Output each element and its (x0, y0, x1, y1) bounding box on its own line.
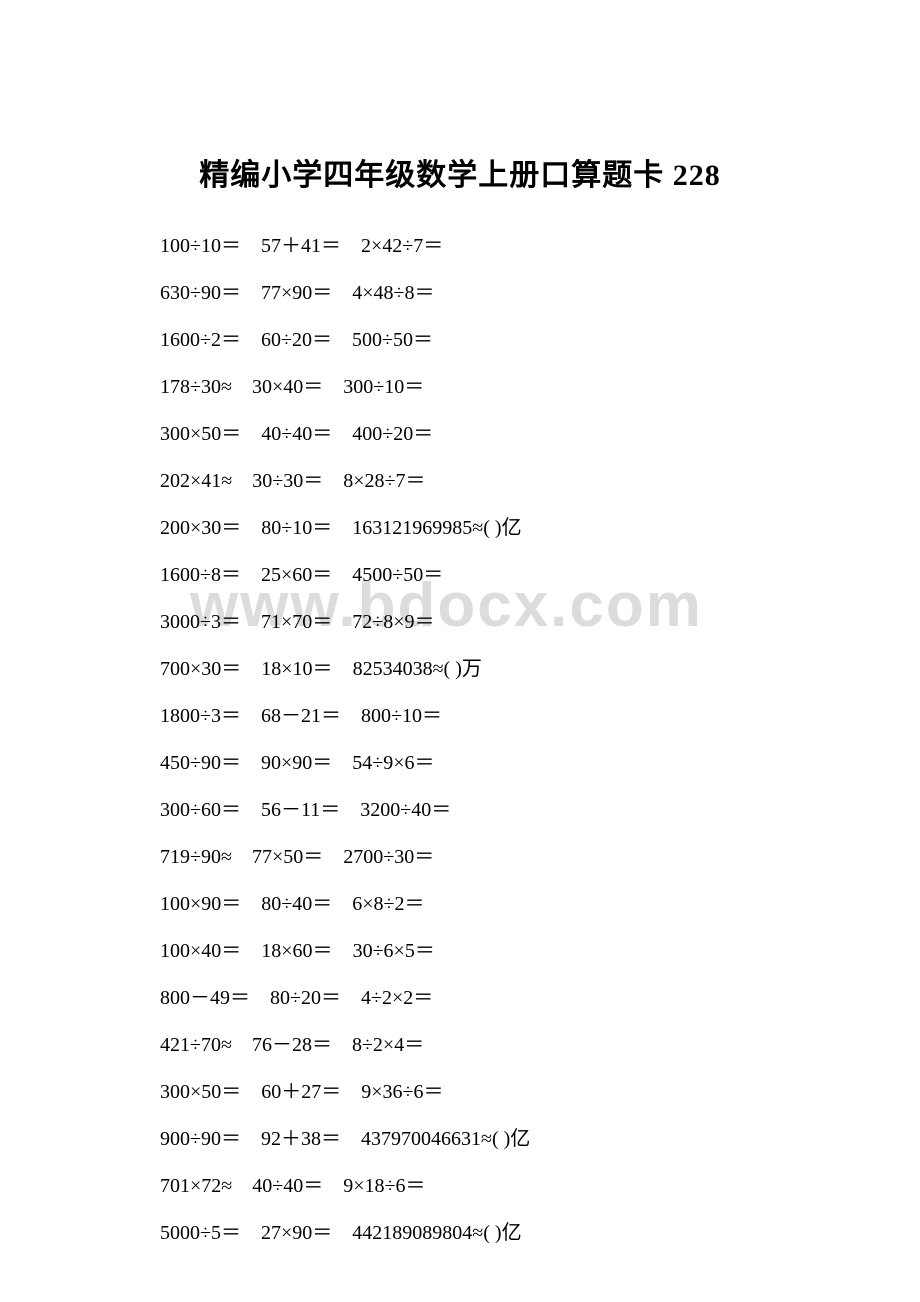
math-problem: 68－21＝ (261, 705, 341, 727)
math-problem: 178÷30≈ (160, 376, 232, 398)
problem-row: 178÷30≈ 30×40＝ 300÷10＝ (160, 365, 760, 409)
math-problem: 100×40＝ (160, 940, 241, 962)
math-problem: 3000÷3＝ (160, 611, 241, 633)
math-problem: 80÷10＝ (261, 517, 332, 539)
math-problem: 18×60＝ (261, 940, 332, 962)
math-problem: 27×90＝ (261, 1222, 332, 1244)
math-problem: 40÷40＝ (261, 423, 332, 445)
math-problem: 77×50＝ (252, 846, 323, 868)
math-problem: 18×10＝ (261, 658, 332, 680)
math-problem: 1800÷3＝ (160, 705, 241, 727)
math-problem: 300×50＝ (160, 423, 241, 445)
math-problem: 57＋41＝ (261, 235, 341, 257)
math-problem: 300÷60＝ (160, 799, 241, 821)
math-problem: 2×42÷7＝ (361, 235, 443, 257)
problem-row: 700×30＝ 18×10＝ 82534038≈( )万 (160, 647, 760, 691)
problem-row: 3000÷3＝ 71×70＝ 72÷8×9＝ (160, 600, 760, 644)
math-problem: 700×30＝ (160, 658, 241, 680)
math-problem: 60＋27＝ (261, 1081, 341, 1103)
problem-row: 300÷60＝ 56－11＝ 3200÷40＝ (160, 788, 760, 832)
math-problem: 421÷70≈ (160, 1034, 232, 1056)
math-problem: 450÷90＝ (160, 752, 241, 774)
math-problem: 900÷90＝ (160, 1128, 241, 1150)
math-problem: 40÷40＝ (252, 1175, 323, 1197)
document-content: 精编小学四年级数学上册口算题卡 228 100÷10＝ 57＋41＝ 2×42÷… (0, 0, 920, 1255)
problem-row: 100×40＝ 18×60＝ 30÷6×5＝ (160, 929, 760, 973)
problem-row: 300×50＝ 60＋27＝ 9×36÷6＝ (160, 1070, 760, 1114)
math-problem: 3200÷40＝ (360, 799, 451, 821)
math-problem: 30×40＝ (252, 376, 323, 398)
problem-row: 202×41≈ 30÷30＝ 8×28÷7＝ (160, 459, 760, 503)
problem-row: 421÷70≈ 76－28＝ 8÷2×4＝ (160, 1023, 760, 1067)
problem-row: 100÷10＝ 57＋41＝ 2×42÷7＝ (160, 224, 760, 268)
problem-row: 719÷90≈ 77×50＝ 2700÷30＝ (160, 835, 760, 879)
math-problem: 71×70＝ (261, 611, 332, 633)
math-problem: 76－28＝ (252, 1034, 332, 1056)
math-problem: 300÷10＝ (343, 376, 424, 398)
math-problem: 8×28÷7＝ (343, 470, 425, 492)
math-problem: 80÷40＝ (261, 893, 332, 915)
math-problem: 90×90＝ (261, 752, 332, 774)
problem-row: 1600÷2＝ 60÷20＝ 500÷50＝ (160, 318, 760, 362)
problem-row: 300×50＝ 40÷40＝ 400÷20＝ (160, 412, 760, 456)
problem-row: 701×72≈ 40÷40＝ 9×18÷6＝ (160, 1164, 760, 1208)
math-problem: 630÷90＝ (160, 282, 241, 304)
problem-row: 800－49＝ 80÷20＝ 4÷2×2＝ (160, 976, 760, 1020)
math-problem: 56－11＝ (261, 799, 340, 821)
math-problem: 163121969985≈( )亿 (352, 517, 521, 539)
math-problem: 92＋38＝ (261, 1128, 341, 1150)
math-problem: 100×90＝ (160, 893, 241, 915)
math-problem: 8÷2×4＝ (352, 1034, 424, 1056)
problem-row: 100×90＝ 80÷40＝ 6×8÷2＝ (160, 882, 760, 926)
math-problem: 2700÷30＝ (343, 846, 434, 868)
math-problem: 701×72≈ (160, 1175, 232, 1197)
problems-container: 100÷10＝ 57＋41＝ 2×42÷7＝630÷90＝ 77×90＝ 4×4… (160, 224, 760, 1255)
math-problem: 54÷9×6＝ (352, 752, 434, 774)
math-problem: 9×36÷6＝ (361, 1081, 443, 1103)
math-problem: 60÷20＝ (261, 329, 332, 351)
math-problem: 1600÷2＝ (160, 329, 241, 351)
math-problem: 4500÷50＝ (352, 564, 443, 586)
math-problem: 4÷2×2＝ (361, 987, 433, 1009)
math-problem: 72÷8×9＝ (352, 611, 434, 633)
problem-row: 450÷90＝ 90×90＝ 54÷9×6＝ (160, 741, 760, 785)
math-problem: 9×18÷6＝ (343, 1175, 425, 1197)
problem-row: 5000÷5＝ 27×90＝ 442189089804≈( )亿 (160, 1211, 760, 1255)
math-problem: 200×30＝ (160, 517, 241, 539)
problem-row: 1800÷3＝ 68－21＝ 800÷10＝ (160, 694, 760, 738)
math-problem: 82534038≈( )万 (353, 658, 482, 680)
math-problem: 442189089804≈( )亿 (352, 1222, 521, 1244)
math-problem: 437970046631≈( )亿 (361, 1128, 530, 1150)
math-problem: 5000÷5＝ (160, 1222, 241, 1244)
problem-row: 900÷90＝ 92＋38＝ 437970046631≈( )亿 (160, 1117, 760, 1161)
math-problem: 100÷10＝ (160, 235, 241, 257)
page-title: 精编小学四年级数学上册口算题卡 228 (160, 150, 760, 194)
math-problem: 800－49＝ (160, 987, 250, 1009)
math-problem: 77×90＝ (261, 282, 332, 304)
problem-row: 1600÷8＝ 25×60＝ 4500÷50＝ (160, 553, 760, 597)
math-problem: 800÷10＝ (361, 705, 442, 727)
math-problem: 80÷20＝ (270, 987, 341, 1009)
problem-row: 200×30＝ 80÷10＝ 163121969985≈( )亿 (160, 506, 760, 550)
math-problem: 400÷20＝ (352, 423, 433, 445)
math-problem: 202×41≈ (160, 470, 232, 492)
math-problem: 300×50＝ (160, 1081, 241, 1103)
math-problem: 30÷30＝ (252, 470, 323, 492)
math-problem: 1600÷8＝ (160, 564, 241, 586)
math-problem: 25×60＝ (261, 564, 332, 586)
math-problem: 6×8÷2＝ (352, 893, 424, 915)
math-problem: 30÷6×5＝ (353, 940, 435, 962)
problem-row: 630÷90＝ 77×90＝ 4×48÷8＝ (160, 271, 760, 315)
math-problem: 4×48÷8＝ (352, 282, 434, 304)
math-problem: 500÷50＝ (352, 329, 433, 351)
math-problem: 719÷90≈ (160, 846, 232, 868)
